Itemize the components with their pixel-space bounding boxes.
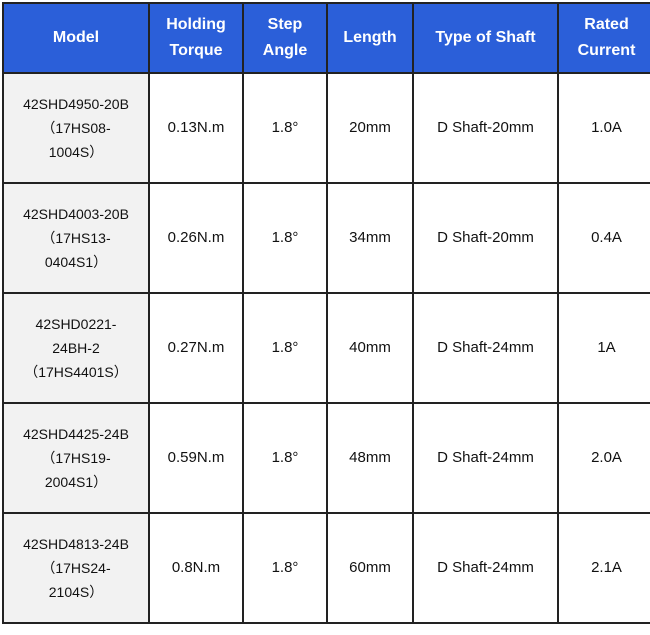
cell-model: 42SHD4425-24B （17HS19- 2004S1） (2, 402, 150, 514)
cell-step-angle: 1.8° (242, 182, 328, 294)
table-row: 42SHD0221- 24BH-2 （17HS4401S） 0.27N.m 1.8° 40… (2, 292, 650, 404)
cell-type-of-shaft: D Shaft-24mm (412, 512, 559, 624)
cell-holding-torque: 0.27N.m (148, 292, 244, 404)
cell-length: 40mm (326, 292, 414, 404)
model-line: （17HS4401S） (24, 364, 128, 380)
cell-length: 60mm (326, 512, 414, 624)
cell-holding-torque: 0.13N.m (148, 72, 244, 184)
model-line: 42SHD0221- (35, 316, 117, 332)
table-row: 42SHD4425-24B （17HS19- 2004S1） 0.59N.m 1.8° 4… (2, 402, 650, 514)
header-model: Model (2, 2, 150, 74)
cell-step-angle: 1.8° (242, 402, 328, 514)
cell-holding-torque: 0.8N.m (148, 512, 244, 624)
cell-step-angle: 1.8° (242, 512, 328, 624)
cell-holding-torque: 0.26N.m (148, 182, 244, 294)
cell-rated-current: 2.1A (557, 512, 650, 624)
header-rated-current: Rated Current (557, 2, 650, 74)
header-row: Model Holding Torque Step Angle Length T… (2, 2, 650, 74)
cell-model: 42SHD4003-20B （17HS13- 0404S1） (2, 182, 150, 294)
cell-type-of-shaft: D Shaft-24mm (412, 292, 559, 404)
model-line: 2004S1） (44, 474, 108, 490)
model-line: 42SHD4425-24B (23, 426, 129, 442)
cell-type-of-shaft: D Shaft-20mm (412, 72, 559, 184)
motor-spec-table: Model Holding Torque Step Angle Length T… (2, 2, 650, 624)
cell-type-of-shaft: D Shaft-20mm (412, 182, 559, 294)
cell-model: 42SHD4950-20B （17HS08- 1004S） (2, 72, 150, 184)
header-holding-torque: Holding Torque (148, 2, 244, 74)
header-type-of-shaft: Type of Shaft (412, 2, 559, 74)
model-line: 24BH-2 (52, 340, 100, 356)
model-line: （17HS13- (41, 230, 111, 246)
model-line: 42SHD4813-24B (23, 536, 129, 552)
cell-type-of-shaft: D Shaft-24mm (412, 402, 559, 514)
model-line: 1004S） (48, 144, 104, 160)
cell-rated-current: 1A (557, 292, 650, 404)
model-line: 42SHD4003-20B (23, 206, 129, 222)
model-line: 2104S） (48, 584, 104, 600)
cell-model: 42SHD0221- 24BH-2 （17HS4401S） (2, 292, 150, 404)
cell-model: 42SHD4813-24B （17HS24- 2104S） (2, 512, 150, 624)
model-line: 42SHD4950-20B (23, 96, 129, 112)
cell-rated-current: 0.4A (557, 182, 650, 294)
cell-length: 48mm (326, 402, 414, 514)
model-line: （17HS19- (41, 450, 111, 466)
cell-step-angle: 1.8° (242, 72, 328, 184)
table-row: 42SHD4813-24B （17HS24- 2104S） 0.8N.m 1.8° 60m… (2, 512, 650, 624)
cell-length: 20mm (326, 72, 414, 184)
cell-rated-current: 1.0A (557, 72, 650, 184)
header-length: Length (326, 2, 414, 74)
table-row: 42SHD4003-20B （17HS13- 0404S1） 0.26N.m 1.8° 3… (2, 182, 650, 294)
cell-length: 34mm (326, 182, 414, 294)
table-row: 42SHD4950-20B （17HS08- 1004S） 0.13N.m 1.8° 20… (2, 72, 650, 184)
cell-rated-current: 2.0A (557, 402, 650, 514)
cell-step-angle: 1.8° (242, 292, 328, 404)
model-line: （17HS08- (41, 120, 111, 136)
model-line: 0404S1） (44, 254, 108, 270)
model-line: （17HS24- (41, 560, 111, 576)
cell-holding-torque: 0.59N.m (148, 402, 244, 514)
header-step-angle: Step Angle (242, 2, 328, 74)
